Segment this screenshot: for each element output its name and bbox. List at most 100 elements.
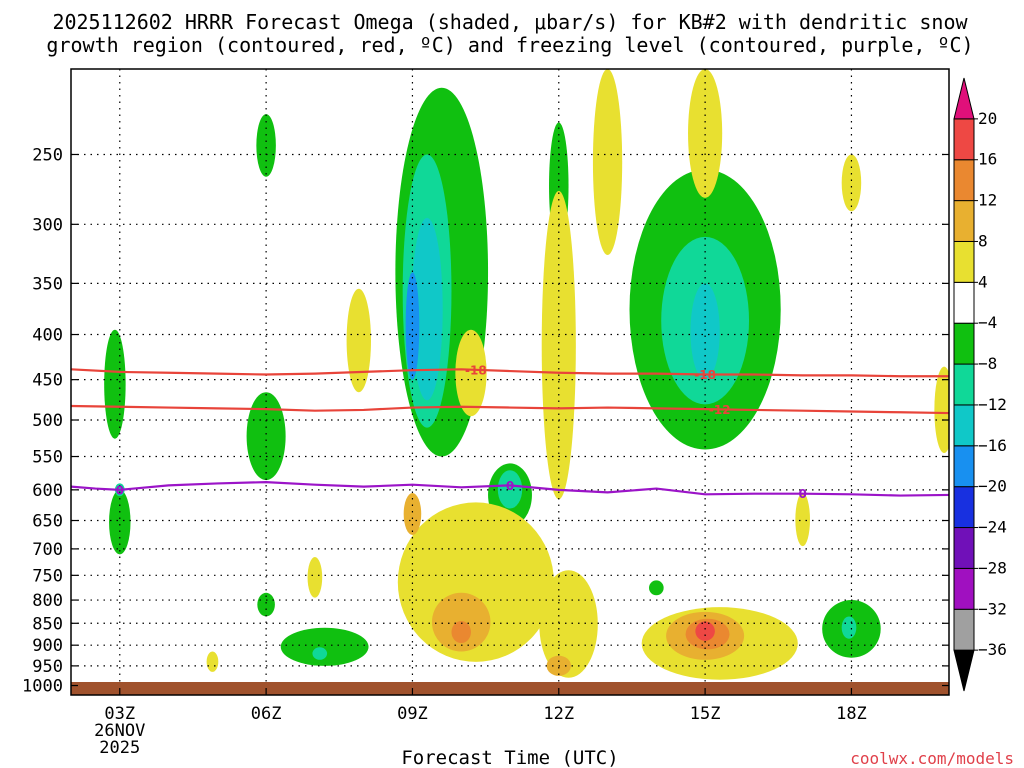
- contour-label-0: 0: [798, 487, 806, 501]
- y-tick-label: 800: [32, 591, 63, 611]
- colorbar-segment: [953, 281, 975, 324]
- omega-region-4-30: [795, 493, 810, 547]
- contour-line-0: [71, 481, 949, 497]
- colorbar-label: 8: [978, 231, 988, 250]
- colorbar-segment: [953, 445, 975, 488]
- chart-title-line1: 2025112602 HRRR Forecast Omega (shaded, …: [52, 10, 968, 34]
- colorbar-segment: [953, 608, 975, 651]
- x-tick-label: 03Z: [104, 704, 135, 724]
- colorbar-label: −4: [978, 313, 997, 332]
- y-tick-label: 850: [32, 614, 63, 634]
- colorbar-segment: [953, 322, 975, 365]
- colorbar-segment: [953, 527, 975, 569]
- omega-region--8-16: [841, 616, 857, 639]
- credit-text: coolwx.com/models: [850, 749, 1014, 768]
- colorbar-segment: [953, 404, 975, 447]
- ground-surface: [71, 682, 949, 695]
- colorbar-segment: [953, 363, 975, 406]
- y-tick-label: 650: [32, 512, 63, 532]
- omega-region-4-23: [539, 570, 598, 678]
- y-tick-label: 500: [32, 411, 63, 431]
- contour-line--12: [71, 404, 949, 415]
- x-tick-label: 09Z: [397, 704, 428, 724]
- omega-region-4-31: [841, 154, 862, 212]
- contour-label--12: -12: [709, 403, 731, 417]
- plot-frame: [70, 68, 950, 696]
- omega-region--4-8: [256, 114, 276, 177]
- colorbar-label: −36: [978, 640, 1007, 659]
- omega-region-4-25: [592, 69, 623, 255]
- x-tick-label: 12Z: [543, 704, 574, 724]
- colorbar-segment: [953, 118, 975, 161]
- x-tick-label: 06Z: [251, 704, 282, 724]
- chart-title-line2: growth region (contoured, red, ºC) and f…: [46, 33, 973, 57]
- y-tick-label: 350: [32, 274, 63, 294]
- contour-label-0: 0: [506, 479, 514, 493]
- colorbar-segment: [953, 77, 975, 120]
- omega-region--8-15: [312, 647, 328, 660]
- omega-region-8-36: [403, 493, 422, 535]
- omega-region-4-32: [206, 651, 219, 672]
- omega-region--4-5: [104, 329, 126, 439]
- omega-region--4-11: [649, 580, 664, 596]
- x-tick-year: 2025: [99, 738, 140, 758]
- colorbar-label: 20: [978, 109, 997, 128]
- omega-region--8-14: [497, 470, 523, 509]
- colorbar-label: −24: [978, 518, 1007, 537]
- omega-region-4-28: [455, 329, 487, 417]
- y-tick-label: 950: [32, 657, 63, 677]
- y-tick-label: 450: [32, 371, 63, 391]
- y-tick-label: 550: [32, 448, 63, 468]
- colorbar-segment: [953, 200, 975, 242]
- colorbar-label: 12: [978, 191, 997, 210]
- x-tick-date: 26NOV: [94, 721, 145, 741]
- colorbar-label: −20: [978, 477, 1007, 496]
- omega-region-4-27: [346, 288, 371, 393]
- omega-region-4-29: [307, 557, 323, 598]
- contour-label--18: -18: [465, 363, 487, 377]
- grid-layer: [71, 69, 949, 695]
- colorbar-segment: [953, 567, 975, 610]
- colorbar-segment: [953, 486, 975, 529]
- omega-region-12-39: [451, 621, 471, 644]
- contour-label--18: -18: [694, 368, 716, 382]
- x-tick-label: 18Z: [836, 704, 867, 724]
- colorbar-label: −28: [978, 558, 1007, 577]
- colorbar-label: −16: [978, 436, 1007, 455]
- contour-layer: -18 -18 -12 0 0 0: [71, 363, 949, 501]
- colorbar-segment: [953, 159, 975, 202]
- colorbar-label: −8: [978, 354, 997, 373]
- y-tick-label: 400: [32, 326, 63, 346]
- y-tick-label: 750: [32, 566, 63, 586]
- contour-label-0: 0: [116, 483, 124, 497]
- omega-region--16-20: [405, 272, 420, 380]
- omega-region-16-40: [695, 621, 715, 641]
- omega-region--4-2: [280, 627, 369, 666]
- colorbar-label: 4: [978, 272, 988, 291]
- x-axis-label: Forecast Time (UTC): [401, 747, 618, 768]
- omega-region--4-7: [246, 392, 286, 481]
- y-tick-label: 700: [32, 540, 63, 560]
- colorbar-segment: [953, 649, 975, 692]
- colorbar-segment: [953, 240, 975, 283]
- colorbar-label: −12: [978, 395, 1007, 414]
- colorbar: 20 16 12 8 4 −4 −8 −12 −16 −20 −24 −28 −32 −36: [953, 77, 1007, 692]
- omega-region--12-19: [690, 283, 720, 380]
- omega-region-4-26: [688, 69, 723, 198]
- contour-line--18: [71, 368, 949, 378]
- y-tick-label: 900: [32, 636, 63, 656]
- y-tick-label: 250: [32, 145, 63, 165]
- omega-region-4-24: [541, 190, 576, 500]
- colorbar-label: −32: [978, 599, 1007, 618]
- colorbar-label: 16: [978, 150, 997, 169]
- y-axis-ticks: 2503003504004505005506006507007508008509…: [22, 145, 949, 697]
- omega-region--4-6: [109, 489, 131, 555]
- x-tick-label: 15Z: [690, 704, 721, 724]
- y-tick-label: 600: [32, 481, 63, 501]
- omega-region--12-18: [411, 217, 443, 401]
- omega-region--4-10: [257, 592, 275, 617]
- y-tick-label: 1000: [22, 677, 63, 697]
- omega-region-4-33: [934, 366, 949, 454]
